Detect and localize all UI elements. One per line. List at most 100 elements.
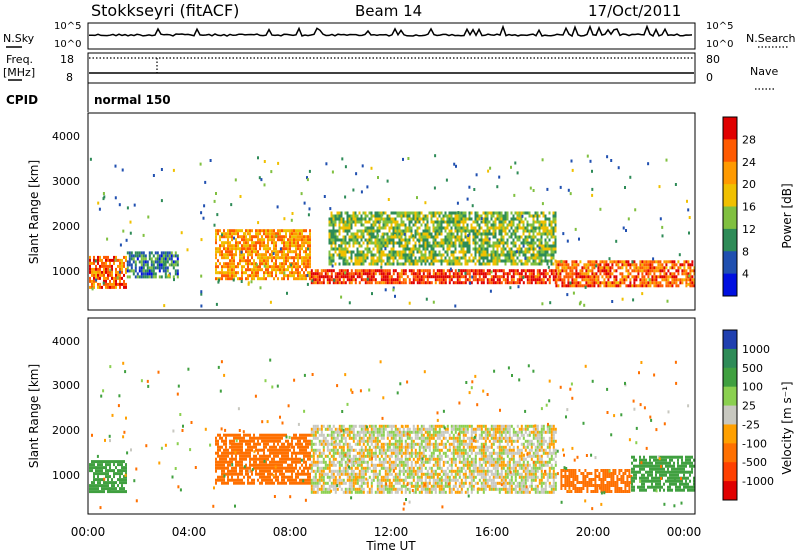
heatmap-cell [221,274,223,277]
heatmap-cell [109,283,111,286]
heatmap-cell [397,236,399,239]
heatmap-cell [135,266,137,269]
heatmap-cell [259,458,261,461]
heatmap-cell [109,481,111,484]
heatmap-cell [125,286,127,289]
heatmap-cell [235,232,237,235]
heatmap-cell [215,238,217,241]
heatmap-cell [247,259,249,262]
heatmap-cell [149,254,151,257]
heatmap-cell [371,428,373,431]
heatmap-cell [457,230,459,233]
heatmap-cell [287,229,289,232]
heatmap-cell [115,165,117,168]
heatmap-cell [469,278,471,281]
heatmap-cell [393,242,395,245]
heatmap-cell [459,230,461,233]
heatmap-cell [453,242,455,245]
heatmap-cell [343,258,345,261]
heatmap-cell [359,449,361,452]
heatmap-cell [605,260,607,263]
heatmap-cell [119,478,121,481]
heatmap-cell [163,257,165,260]
heatmap-cell [581,278,583,281]
heatmap-cell [689,216,691,219]
heatmap-cell [216,213,218,216]
heatmap-cell [521,242,523,245]
heatmap-cell [479,257,481,260]
heatmap-cell [345,488,347,491]
heatmap-cell [119,277,121,280]
heatmap-cell [681,272,683,275]
heatmap-cell [645,281,647,284]
heatmap-cell [229,244,231,247]
heatmap-cell [445,260,447,263]
heatmap-cell [611,300,613,303]
heatmap-cell [387,260,389,263]
heatmap-cell [545,227,547,230]
heatmap-cell [468,186,470,189]
heatmap-cell [595,260,597,263]
heatmap-cell [151,272,153,275]
heatmap-cell [383,221,385,224]
heatmap-cell [265,268,267,271]
heatmap-cell [487,233,489,236]
heatmap-cell [225,434,227,437]
heatmap-cell [433,260,435,263]
heatmap-cell [269,455,271,458]
heatmap-cell [223,247,225,250]
heatmap-cell [416,196,418,199]
heatmap-cell [687,278,689,281]
heatmap-cell [689,269,691,272]
heatmap-cell [381,260,383,263]
heatmap-cell [559,278,561,281]
heatmap-cell [289,274,291,277]
heatmap-cell [245,443,247,446]
heatmap-cell [387,236,389,239]
heatmap-cell [275,461,277,464]
heatmap-cell [525,272,527,275]
heatmap-cell [279,440,281,443]
heatmap-cell [153,174,155,177]
heatmap-cell [307,443,309,446]
heatmap-cell [97,481,99,484]
heatmap-cell [273,232,275,235]
heatmap-cell [329,428,331,431]
heatmap-cell [435,278,437,281]
heatmap-cell [595,278,597,281]
heatmap-cell [553,275,555,278]
heatmap-cell [175,272,177,275]
heatmap-cell [483,248,485,251]
heatmap-cell [283,455,285,458]
heatmap-cell [401,251,403,254]
heatmap-cell [405,257,407,260]
heatmap-cell [379,218,381,221]
heatmap-cell [547,254,549,257]
heatmap-cell [501,260,503,263]
heatmap-cell [485,230,487,233]
heatmap-cell [297,461,299,464]
heatmap-cell [453,281,455,284]
heatmap-cell [339,251,341,254]
heatmap-cell [235,458,237,461]
heatmap-cell [267,470,269,473]
heatmap-cell [233,458,235,461]
heatmap-cell [237,232,239,235]
heatmap-cell [391,239,393,242]
heatmap-cell [275,235,277,238]
heatmap-cell [541,272,543,275]
heatmap-cell [633,269,635,272]
heatmap-cell [585,272,587,275]
heatmap-cell [349,431,351,434]
heatmap-cell [501,221,503,224]
heatmap-cell [487,245,489,248]
heatmap-cell [645,260,647,263]
heatmap-cell [333,236,335,239]
heatmap-cell [487,215,489,218]
heatmap-cell [533,189,535,192]
heatmap-cell [299,277,301,280]
heatmap-cell [509,260,511,263]
heatmap-cell [107,256,109,259]
heatmap-cell [114,259,116,262]
heatmap-cell [219,250,221,253]
